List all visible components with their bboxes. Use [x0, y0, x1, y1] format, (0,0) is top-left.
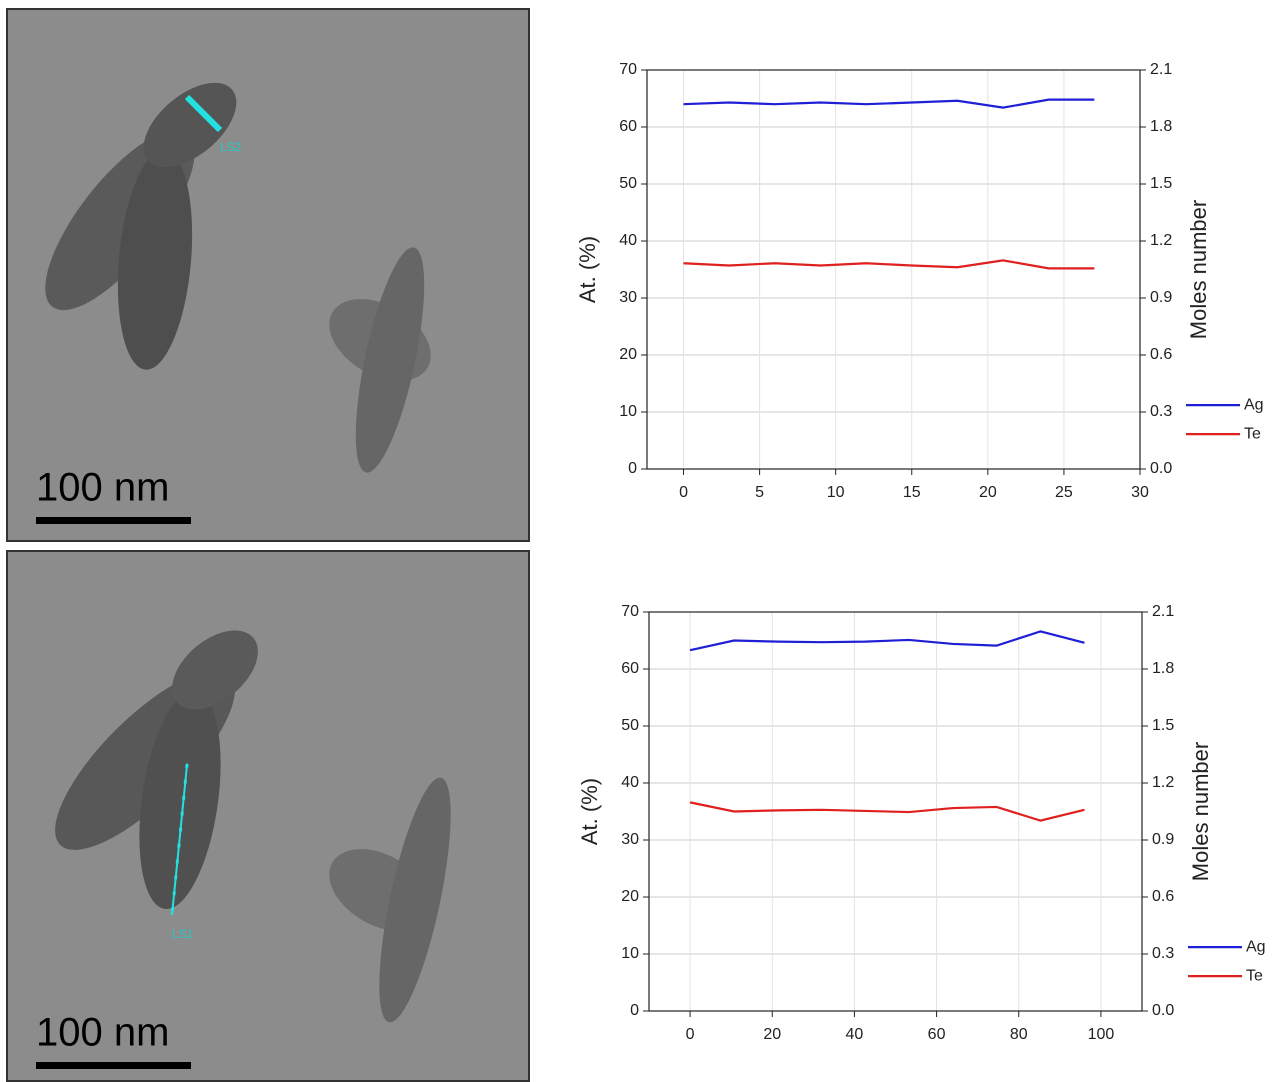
y2-tick-label: 2.1 — [1150, 61, 1172, 78]
legend-label: Ag — [1244, 396, 1264, 413]
data-line — [683, 259, 1095, 270]
y2-tick-label: 1.8 — [1152, 660, 1174, 677]
tem-image: LS1 100 nm — [6, 550, 530, 1082]
legend-label: Te — [1244, 425, 1261, 442]
data-line — [689, 801, 1085, 822]
y2-tick-label: 2.1 — [1152, 603, 1174, 620]
y-tick-label: 30 — [621, 831, 639, 848]
y-tick-label: 40 — [621, 774, 639, 791]
x-tick-label: 5 — [755, 484, 764, 501]
x-tick-label: 60 — [928, 1026, 946, 1043]
y-tick-label: 10 — [621, 945, 639, 962]
x-tick-label: 0 — [686, 1026, 695, 1043]
x-tick-label: 100 — [1088, 1026, 1115, 1043]
x-tick-label: 10 — [827, 484, 845, 501]
y-tick-label: 40 — [619, 232, 637, 249]
legend-label: Te — [1246, 967, 1263, 984]
plot-frame — [646, 69, 1141, 470]
data-line — [683, 98, 1095, 109]
x-tick-label: 25 — [1055, 484, 1073, 501]
y2-tick-label: 0.3 — [1150, 403, 1172, 420]
y-tick-label: 0 — [630, 1002, 639, 1019]
y-tick-label: 0 — [628, 460, 637, 477]
x-tick-label: 20 — [763, 1026, 781, 1043]
y2-tick-label: 0.6 — [1152, 888, 1174, 905]
x-tick-label: 0 — [679, 484, 688, 501]
x-tick-label: 30 — [1131, 484, 1149, 501]
x-tick-label: 15 — [903, 484, 921, 501]
legend-label: Ag — [1246, 938, 1266, 955]
data-line — [689, 630, 1085, 652]
y2-tick-label: 0.9 — [1150, 289, 1172, 306]
line-scan-label: LS1 — [172, 927, 194, 941]
y-tick-label: 60 — [619, 118, 637, 135]
y2-tick-label: 0.3 — [1152, 945, 1174, 962]
y2-tick-label: 1.2 — [1150, 232, 1172, 249]
x-tick-label: 40 — [846, 1026, 864, 1043]
y-tick-label: 10 — [619, 403, 637, 420]
y-tick-label: 70 — [619, 61, 637, 78]
scale-bar-label: 100 nm — [36, 1011, 169, 1055]
y-tick-label: 60 — [621, 660, 639, 677]
line-scan-label: LS2 — [220, 140, 242, 154]
y-tick-label: 50 — [619, 175, 637, 192]
y2-tick-label: 1.5 — [1152, 717, 1174, 734]
y-tick-label: 70 — [621, 603, 639, 620]
y2-tick-label: 1.8 — [1150, 118, 1172, 135]
y-axis-label: At. (%) — [577, 778, 602, 845]
y2-tick-label: 0.9 — [1152, 831, 1174, 848]
plot-frame — [648, 611, 1143, 1012]
x-tick-label: 20 — [979, 484, 997, 501]
tem-image: LS2 100 nm — [6, 8, 530, 542]
y2-tick-label: 1.5 — [1150, 175, 1172, 192]
y-axis-label: At. (%) — [575, 236, 600, 303]
y2-tick-label: 1.2 — [1152, 774, 1174, 791]
y-tick-label: 20 — [619, 346, 637, 363]
y2-tick-label: 0.0 — [1150, 460, 1172, 477]
y2-axis-label: Moles number — [1188, 742, 1213, 881]
y-tick-label: 20 — [621, 888, 639, 905]
y2-axis-label: Moles number — [1186, 200, 1211, 339]
x-tick-label: 80 — [1010, 1026, 1028, 1043]
y2-tick-label: 0.6 — [1150, 346, 1172, 363]
y-tick-label: 50 — [621, 717, 639, 734]
scale-bar-label: 100 nm — [36, 466, 169, 510]
y2-tick-label: 0.0 — [1152, 1002, 1174, 1019]
y-tick-label: 30 — [619, 289, 637, 306]
